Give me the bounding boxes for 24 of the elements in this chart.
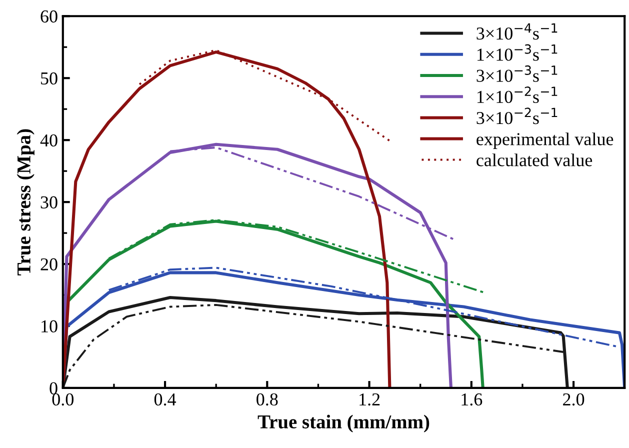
y-tick-label: 10 (42, 320, 58, 332)
line-series (62, 50, 392, 388)
x-tick-label: 0.8 (256, 393, 278, 406)
x-axis-title: True stain (mm/mm) (258, 414, 430, 432)
x-tick-label: 0.4 (154, 393, 176, 406)
x-tick-label: 1.6 (462, 393, 482, 406)
legend-label: 3×10$^{−2}$s$^{−1}$ (476, 108, 558, 124)
legend-label: 1×10$^{−3}$s$^{−1}$ (477, 44, 558, 61)
legend-label: 3×10$^{−3}$s$^{−1}$ (476, 65, 558, 82)
x-tick-label: 0.0 (52, 393, 74, 406)
line-series (62, 142, 453, 388)
y-tick-label: 60 (40, 10, 58, 23)
y-tick-label: 40 (40, 134, 58, 147)
legend-label: 1×10$^{−2}$s$^{−1}$ (477, 86, 558, 104)
y-tick-label: 30 (40, 196, 58, 208)
y-tick-label: 0 (50, 382, 58, 394)
legend-label: experimental value (476, 132, 614, 149)
y-tick-label: 20 (40, 258, 58, 270)
legend-label: 3×10$^{−4}$s$^{−1}$ (476, 23, 558, 40)
y-axis-title: True stress (Mpa) (16, 129, 34, 276)
x-tick-label: 1.2 (360, 393, 380, 406)
x-tick-label: 2.0 (563, 393, 584, 406)
legend-label: calculated value (476, 154, 592, 166)
y-tick-label: 50 (41, 72, 58, 85)
